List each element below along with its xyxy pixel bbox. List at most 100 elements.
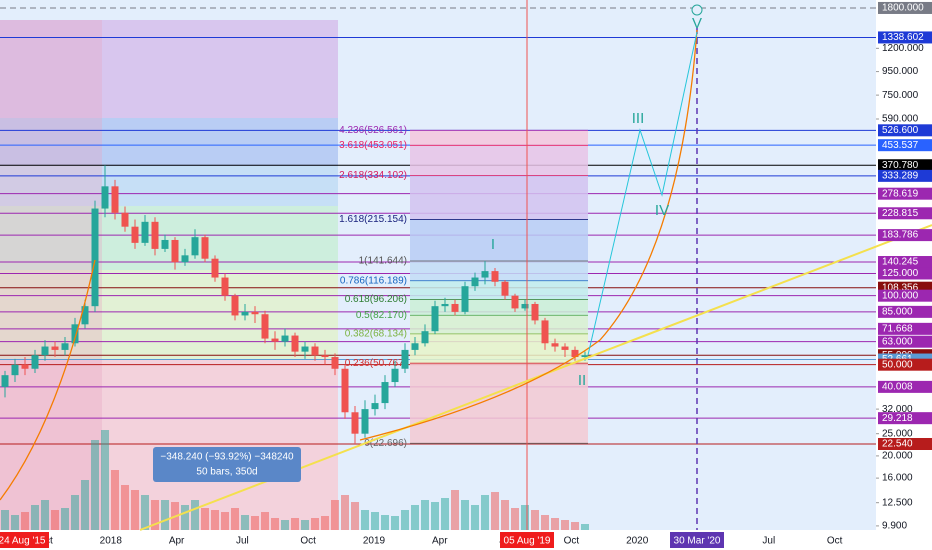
volume-bar [501, 500, 509, 530]
time-label: 2019 [363, 536, 386, 547]
time-label: 2020 [626, 536, 649, 547]
candle-body [81, 306, 89, 325]
volume-bar [451, 490, 459, 530]
zone [0, 270, 338, 360]
candle-body [431, 306, 439, 332]
date-label: 24 Aug '15 [0, 536, 46, 547]
date-badge [500, 532, 554, 548]
volume-bar [261, 512, 269, 530]
price-label: 63.000 [882, 336, 913, 347]
volume-bar [541, 515, 549, 530]
candle-body [391, 368, 399, 383]
wave-label: I [491, 236, 495, 253]
volume-bar [571, 522, 579, 530]
volume-bar [61, 508, 69, 530]
volume-bar [361, 510, 369, 530]
price-badge [878, 335, 932, 348]
volume [1, 430, 589, 530]
time-label: 2018 [100, 536, 123, 547]
candle-body [471, 277, 479, 287]
measure-text: −348.240 (−93.92%) −348240 [160, 452, 294, 463]
volume-bar [471, 505, 479, 530]
volume-bar [211, 510, 219, 530]
volume-bar [131, 490, 139, 530]
volume-bar [161, 500, 169, 530]
volume-bar [491, 492, 499, 530]
price-label: 20.000 [882, 451, 913, 462]
zone [0, 20, 338, 118]
price-label: 278.619 [882, 188, 919, 199]
volume-bar [411, 505, 419, 530]
volume-bar [371, 512, 379, 530]
candle-body [291, 335, 299, 352]
candle-body [541, 320, 549, 344]
price-badge [878, 322, 932, 335]
volume-bar [1, 510, 9, 530]
price-label: 71.668 [882, 323, 913, 334]
price-label: 950.000 [882, 66, 919, 77]
candle-body [321, 355, 329, 358]
candle-body [361, 409, 369, 434]
volume-bar [121, 485, 129, 530]
candle-body [381, 382, 389, 404]
time-label: Oct [300, 536, 316, 547]
zone [0, 20, 102, 530]
fib-band [410, 175, 588, 220]
fib-label: 4.236(526.561) [339, 125, 407, 136]
price-badge [878, 380, 932, 393]
price-label: 12.500 [882, 497, 913, 508]
price-badge [878, 256, 932, 269]
candle-body [1, 375, 9, 387]
projection [587, 31, 698, 356]
fib-band [410, 145, 588, 176]
volume-bar [41, 500, 49, 530]
time-label: Oct [564, 536, 580, 547]
candle-body [311, 346, 319, 356]
candle-body [261, 314, 269, 339]
price-label: 453.537 [882, 140, 919, 151]
wave-label: III [632, 110, 645, 127]
candle-body [221, 277, 229, 296]
date-label: 30 Mar '20 [674, 536, 721, 547]
volume-bar [461, 500, 469, 530]
fib-label: 3.618(453.051) [339, 140, 407, 151]
price-badge [878, 139, 932, 152]
price-label: 100.000 [882, 290, 919, 301]
volume-bar [531, 510, 539, 530]
candle-body [231, 295, 239, 316]
price-badge [878, 207, 932, 220]
price-label: 526.600 [882, 125, 919, 136]
volume-bar [351, 502, 359, 530]
price-badge [878, 267, 932, 280]
fib-band [410, 261, 588, 281]
volume-bar [521, 505, 529, 530]
candle-body [141, 221, 149, 243]
candle-body [401, 349, 409, 369]
time-label: Apr [169, 536, 185, 547]
date-badge [0, 532, 49, 548]
candle-body [411, 343, 419, 350]
fib-band [410, 280, 588, 300]
price-badge [878, 289, 932, 302]
zone [0, 118, 338, 166]
volume-bar [81, 480, 89, 530]
candle-body [251, 311, 259, 315]
volume-bar [11, 515, 19, 530]
volume-bar [51, 510, 59, 530]
candle-body [501, 281, 509, 296]
price-label: 29.218 [882, 413, 913, 424]
fib-band [410, 219, 588, 262]
price-label: 228.815 [882, 208, 919, 219]
price-badge [878, 124, 932, 137]
volume-bar [391, 516, 399, 530]
volume-bar [141, 495, 149, 530]
volume-bar [201, 508, 209, 530]
candle-body [571, 349, 579, 358]
zone [0, 166, 338, 206]
volume-bar [101, 430, 109, 530]
date-badge [670, 532, 724, 548]
candle-body [201, 237, 209, 259]
wave-label: V [692, 15, 702, 32]
candle-body [421, 331, 429, 344]
